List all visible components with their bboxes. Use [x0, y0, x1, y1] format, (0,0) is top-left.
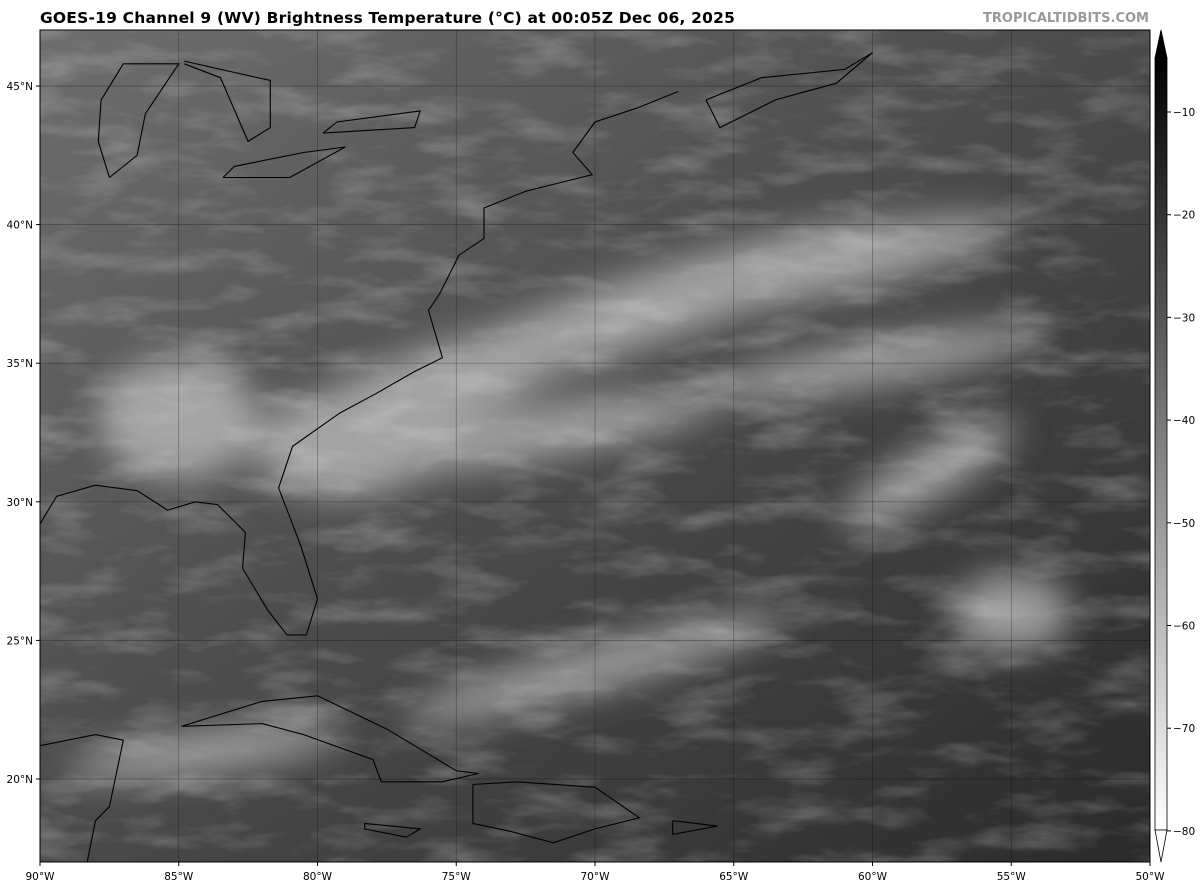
lon-tick-label: 85°W: [164, 871, 194, 883]
colorbar-tick-label: −20: [1173, 210, 1195, 222]
source-credit: TROPICALTIDBITS.COM: [983, 11, 1149, 26]
lon-tick-label: 50°W: [1136, 871, 1166, 883]
colorbar-tick-label: −30: [1173, 312, 1195, 324]
coastline-lake-erie: [222, 146, 346, 179]
lat-tick-label: 30°N: [7, 497, 33, 509]
coastline-nova-scotia: [705, 52, 873, 129]
lat-tick-label: 40°N: [7, 220, 33, 232]
lat-tick-label: 25°N: [7, 635, 33, 647]
coastline-puerto-rico: [672, 820, 718, 836]
colorbar: −10 −20 −30 −40 −50 −60 −70 −80: [1154, 29, 1195, 863]
colorbar-tick-label: −10: [1173, 107, 1195, 119]
coastline-lake-michigan: [97, 63, 180, 178]
colorbar-tick-label: −60: [1173, 621, 1195, 633]
colorbar-tick-label: −80: [1173, 826, 1195, 838]
lat-tick-label: 45°N: [7, 81, 33, 93]
colorbar-extend-top: [1154, 29, 1168, 59]
lon-tick-label: 80°W: [303, 871, 333, 883]
coastline-cuba: [181, 695, 479, 783]
coastline-hispaniola: [472, 781, 641, 844]
lat-tick-label: 35°N: [7, 358, 33, 370]
colorbar-gradient: [1154, 57, 1168, 831]
coastline-yucatan: [40, 734, 124, 862]
lon-tick-label: 55°W: [997, 871, 1027, 883]
colorbar-tick-label: −50: [1173, 518, 1195, 530]
lon-tick-label: 75°W: [442, 871, 472, 883]
coastline-jamaica: [364, 822, 422, 838]
satellite-image: [40, 30, 1150, 862]
lon-tick-label: 90°W: [26, 871, 56, 883]
lon-tick-label: 60°W: [858, 871, 888, 883]
coastline-lake-huron: [184, 60, 271, 143]
chart-title: GOES-19 Channel 9 (WV) Brightness Temper…: [40, 9, 736, 27]
coastline-lake-ontario: [322, 110, 422, 134]
lat-tick-label: 20°N: [7, 774, 33, 786]
colorbar-tick-label: −40: [1173, 415, 1195, 427]
colorbar-extend-bottom: [1154, 829, 1168, 863]
lon-tick-label: 65°W: [719, 871, 749, 883]
colorbar-tick-label: −70: [1173, 723, 1195, 735]
coastline-us-east-coast: [40, 90, 679, 636]
lon-tick-label: 70°W: [581, 871, 611, 883]
